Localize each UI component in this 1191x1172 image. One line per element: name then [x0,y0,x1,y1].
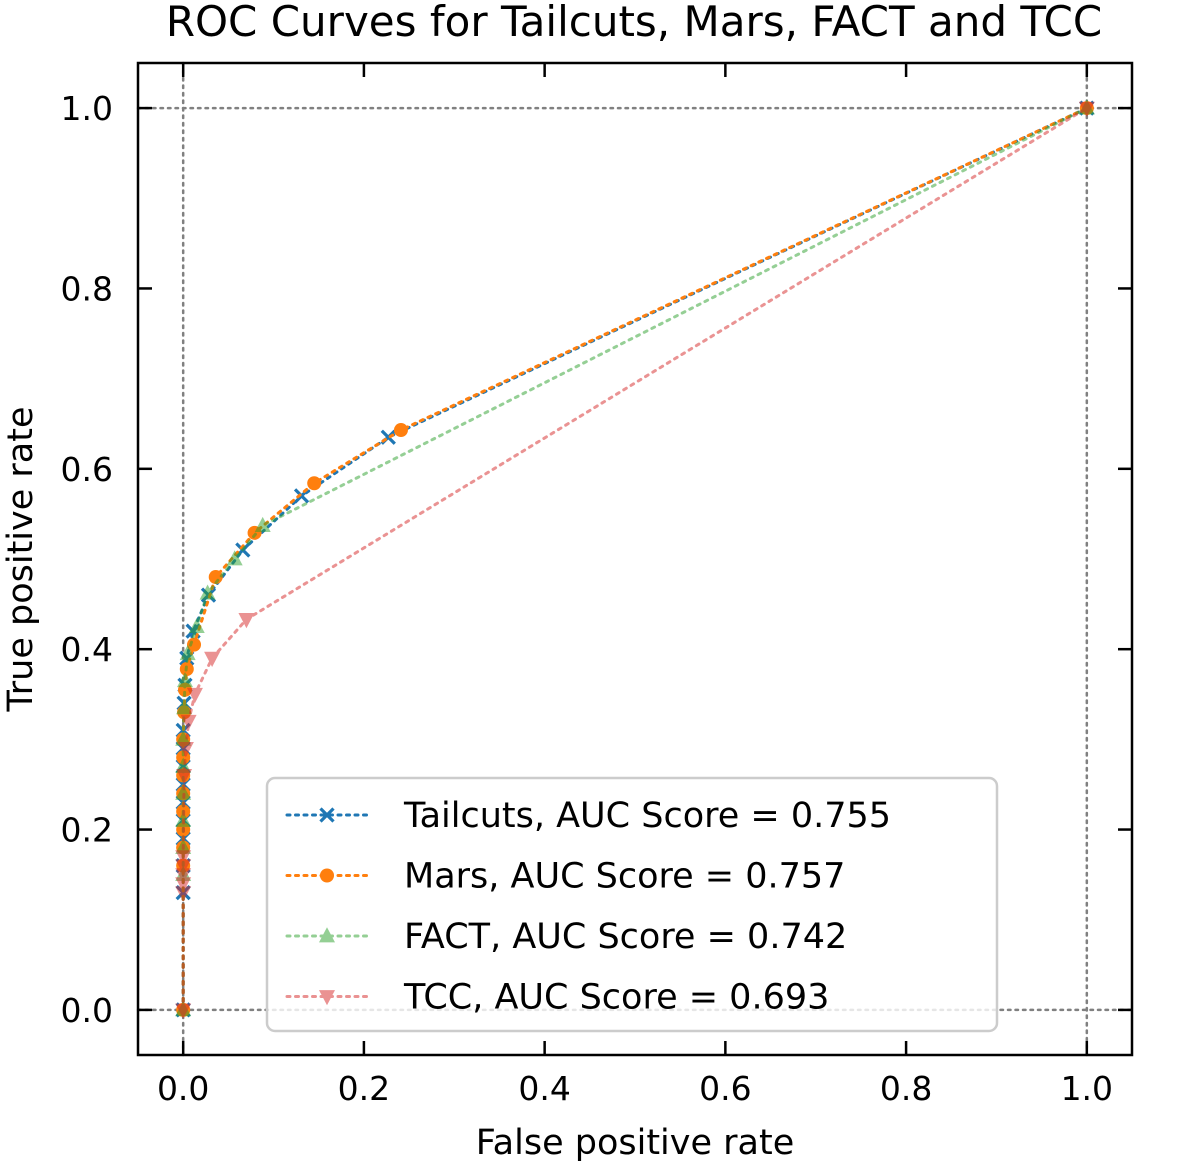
data-point [199,584,216,600]
data-point [186,687,203,704]
data-point [175,886,192,902]
legend-swatch-marker [319,990,335,1006]
x-tick-label: 1.0 [1061,1069,1113,1108]
x-tick-label: 0.2 [338,1069,390,1108]
data-point [393,423,408,438]
data-point [254,516,271,533]
y-tick-label: 0.8 [61,269,113,308]
data-point [175,859,192,875]
legend-box [265,776,999,1033]
data-point [175,730,192,746]
data-point [175,757,192,773]
x-tick-label: 0.6 [699,1069,751,1108]
data-point [307,476,322,491]
y-tick-label: 0.4 [61,630,113,669]
legend: Tailcuts, AUC Score = 0.755 Mars, AUC Sco… [265,776,999,1033]
legend-entry-2: FACT, AUC Score = 0.742 [285,917,847,957]
data-point [175,877,192,893]
x-tick-label: 0.0 [157,1069,209,1108]
legend-label: Tailcuts, AUC Score = 0.755 [403,796,891,836]
y-tick-label: 0.2 [61,811,113,850]
data-point [238,613,255,629]
axis-ticks: 0.0 0.2 0.4 0.6 0.8 1.0 0.0 0.2 0.4 0.6 0.8 1.0 [61,63,1132,1108]
legend-swatch [285,807,369,823]
data-point [177,741,194,758]
legend-swatch [285,990,369,1006]
y-axis-label: True positive rate [1,407,41,713]
x-tick-label: 0.4 [518,1069,570,1108]
legend-swatch [285,868,369,883]
chart-title: ROC Curves for Tailcuts, Mars, FACT and … [166,0,1102,46]
series-layer [175,99,1095,1019]
y-tick-label: 1.0 [61,89,113,128]
data-point [176,699,193,715]
x-tick-label: 0.8 [880,1069,932,1108]
plot-frame [136,61,1134,1057]
legend-swatch-marker [319,807,335,823]
data-point [204,651,221,667]
data-point [175,784,192,800]
data-point [1078,101,1095,117]
data-point [175,868,192,884]
data-point [175,850,192,866]
legend-entry-1: Mars, AUC Score = 0.757 [285,857,845,897]
data-point [176,671,193,688]
data-point [176,769,193,785]
legend-label: FACT, AUC Score = 0.742 [404,917,847,957]
data-point [179,644,196,661]
legend-swatch-marker [320,868,334,883]
y-tick-label: 0.0 [61,991,113,1030]
legend-label: TCC, AUC Score = 0.693 [403,978,829,1018]
data-point [175,1003,192,1019]
legend-swatch [285,927,369,943]
legend-label: Mars, AUC Score = 0.757 [404,857,845,897]
legend-swatch-marker [319,927,335,943]
legend-entry-0: Tailcuts, AUC Score = 0.755 [285,796,891,836]
series-3 [175,101,1095,1019]
data-point [188,617,205,634]
x-axis-label: False positive rate [476,1123,795,1163]
data-point [180,714,197,731]
legend-entry-3: TCC, AUC Score = 0.693 [285,978,829,1018]
y-tick-label: 0.6 [61,450,113,489]
data-point [226,550,243,566]
